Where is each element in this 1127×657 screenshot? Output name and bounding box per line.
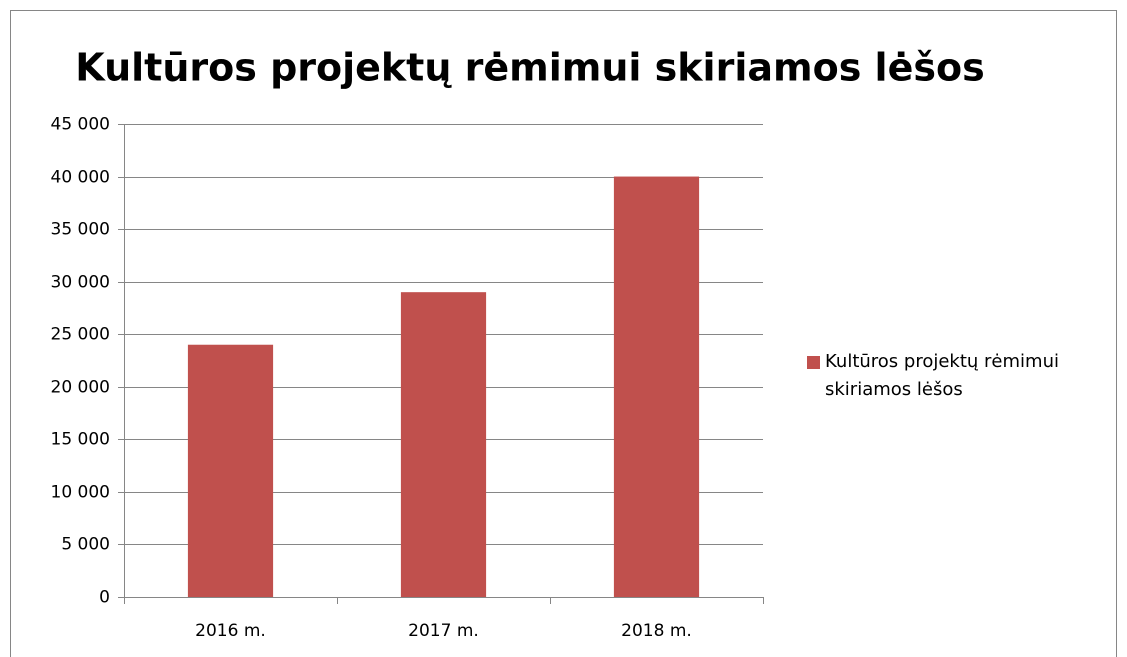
y-tick-label: 30 000 — [51, 273, 110, 293]
bar — [613, 176, 700, 598]
y-tick-label: 25 000 — [51, 325, 110, 345]
y-tick-label: 45 000 — [51, 115, 110, 135]
legend-label: Kultūros projektų rėmimui skiriamos lėšo… — [825, 351, 1059, 400]
chart-border — [10, 10, 1117, 657]
y-tick-label: 15 000 — [51, 430, 110, 450]
x-tick-label: 2018 m. — [621, 621, 692, 641]
y-tick-label: 5 000 — [61, 535, 110, 555]
y-tick-label: 0 — [99, 588, 110, 608]
y-tick-label: 10 000 — [51, 483, 110, 503]
bar — [187, 344, 274, 597]
chart-title: Kultūros projektų rėmimui skiriamos lėšo… — [75, 46, 984, 90]
x-tick-label: 2016 m. — [195, 621, 266, 641]
y-tick-label: 35 000 — [51, 220, 110, 240]
y-tick-label: 20 000 — [51, 378, 110, 398]
bar — [400, 292, 487, 597]
legend-swatch — [807, 356, 820, 369]
legend: Kultūros projektų rėmimui skiriamos lėšo… — [807, 348, 1117, 404]
y-tick-label: 40 000 — [51, 168, 110, 188]
x-tick-label: 2017 m. — [408, 621, 479, 641]
